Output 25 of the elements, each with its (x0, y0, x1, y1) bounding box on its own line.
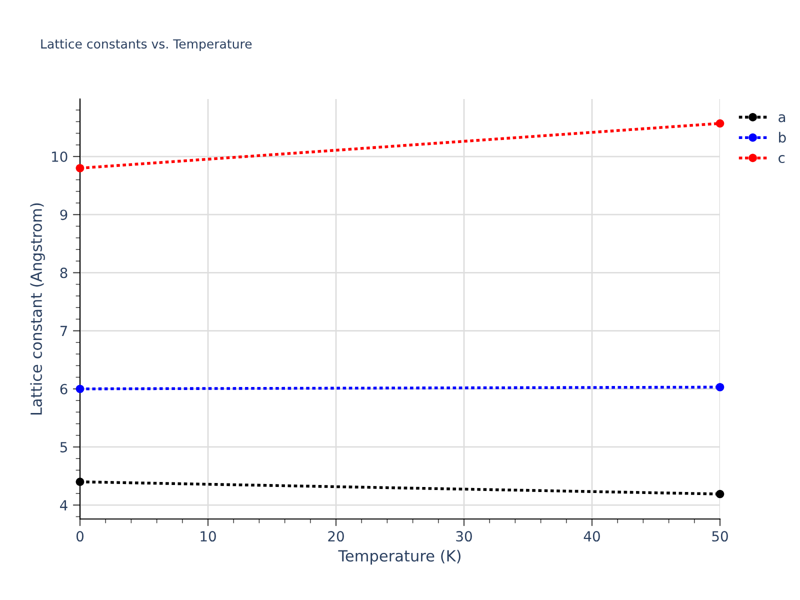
point (76, 478, 84, 486)
x-tick-label: 30 (456, 531, 472, 542)
y-tick-label: 6 (60, 384, 68, 394)
x-tick-label: 40 (584, 531, 600, 542)
x-tick-label: 0 (76, 531, 84, 542)
point (76, 384, 84, 394)
x-tick-label: 20 (328, 531, 344, 542)
y-tick-label: 10 (52, 151, 68, 162)
point (716, 119, 724, 128)
chart-title: Lattice constants vs. Temperature (41, 38, 252, 52)
y-tick-label: 8 (60, 268, 68, 278)
y-tick-label: 9 (60, 210, 68, 220)
y-tick-label: 5 (60, 442, 67, 452)
x-tick-label: 10 (200, 531, 216, 542)
legend-label: a (778, 114, 786, 122)
x-axis-title: Temperature (K) (338, 550, 460, 565)
point (716, 382, 724, 392)
legend-label: b (779, 132, 786, 143)
y-tick-label: 4 (60, 500, 68, 510)
point (76, 164, 84, 172)
y-axis-title: Lattice constant (Angstrom) (30, 203, 45, 414)
legend-label: c (778, 155, 785, 164)
y-tick-label: 7 (60, 326, 68, 336)
x-tick-label: 50 (712, 531, 728, 542)
point (716, 490, 724, 498)
